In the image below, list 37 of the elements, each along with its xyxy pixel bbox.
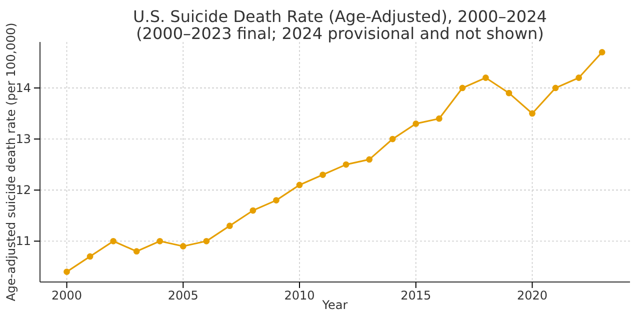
point (576, 74, 582, 81)
point (86, 253, 94, 260)
chart-title: U.S. Suicide Death Rate (Age-Adjusted), 2000–2024 (133, 7, 547, 26)
point (342, 161, 350, 168)
point (529, 110, 536, 117)
x-tick-label: 2010 (284, 288, 315, 303)
point (133, 248, 140, 255)
x-tick-label: 2005 (168, 288, 198, 303)
y-tick-label: 13 (16, 132, 31, 146)
point (203, 238, 210, 244)
point (459, 84, 466, 92)
point (412, 120, 420, 127)
point (110, 238, 117, 244)
point (180, 243, 186, 250)
point (598, 49, 606, 56)
point (156, 238, 164, 244)
point (296, 182, 303, 188)
point (320, 172, 326, 178)
point (366, 156, 373, 163)
x-tick-label: 2020 (516, 288, 548, 303)
point (64, 268, 70, 275)
point (273, 197, 280, 204)
y-tick-label: 12 (16, 182, 31, 197)
y-tick-label: 14 (16, 80, 31, 95)
chart-subtitle: (2000–2023 final; 2024 provisional and not shown) (136, 24, 544, 43)
point (389, 136, 396, 142)
y-tick-label: 11 (16, 234, 31, 248)
point (552, 84, 559, 92)
y-axis-title: Age-adjusted suicide death rate (per 100,000) (4, 22, 18, 302)
point (250, 207, 256, 214)
x-tick-label: 2000 (51, 288, 82, 303)
point (482, 74, 489, 81)
x-tick-label: 2015 (400, 288, 432, 303)
point (506, 90, 512, 96)
point (226, 222, 233, 230)
point (436, 115, 442, 122)
x-axis-title: Year (321, 298, 348, 312)
